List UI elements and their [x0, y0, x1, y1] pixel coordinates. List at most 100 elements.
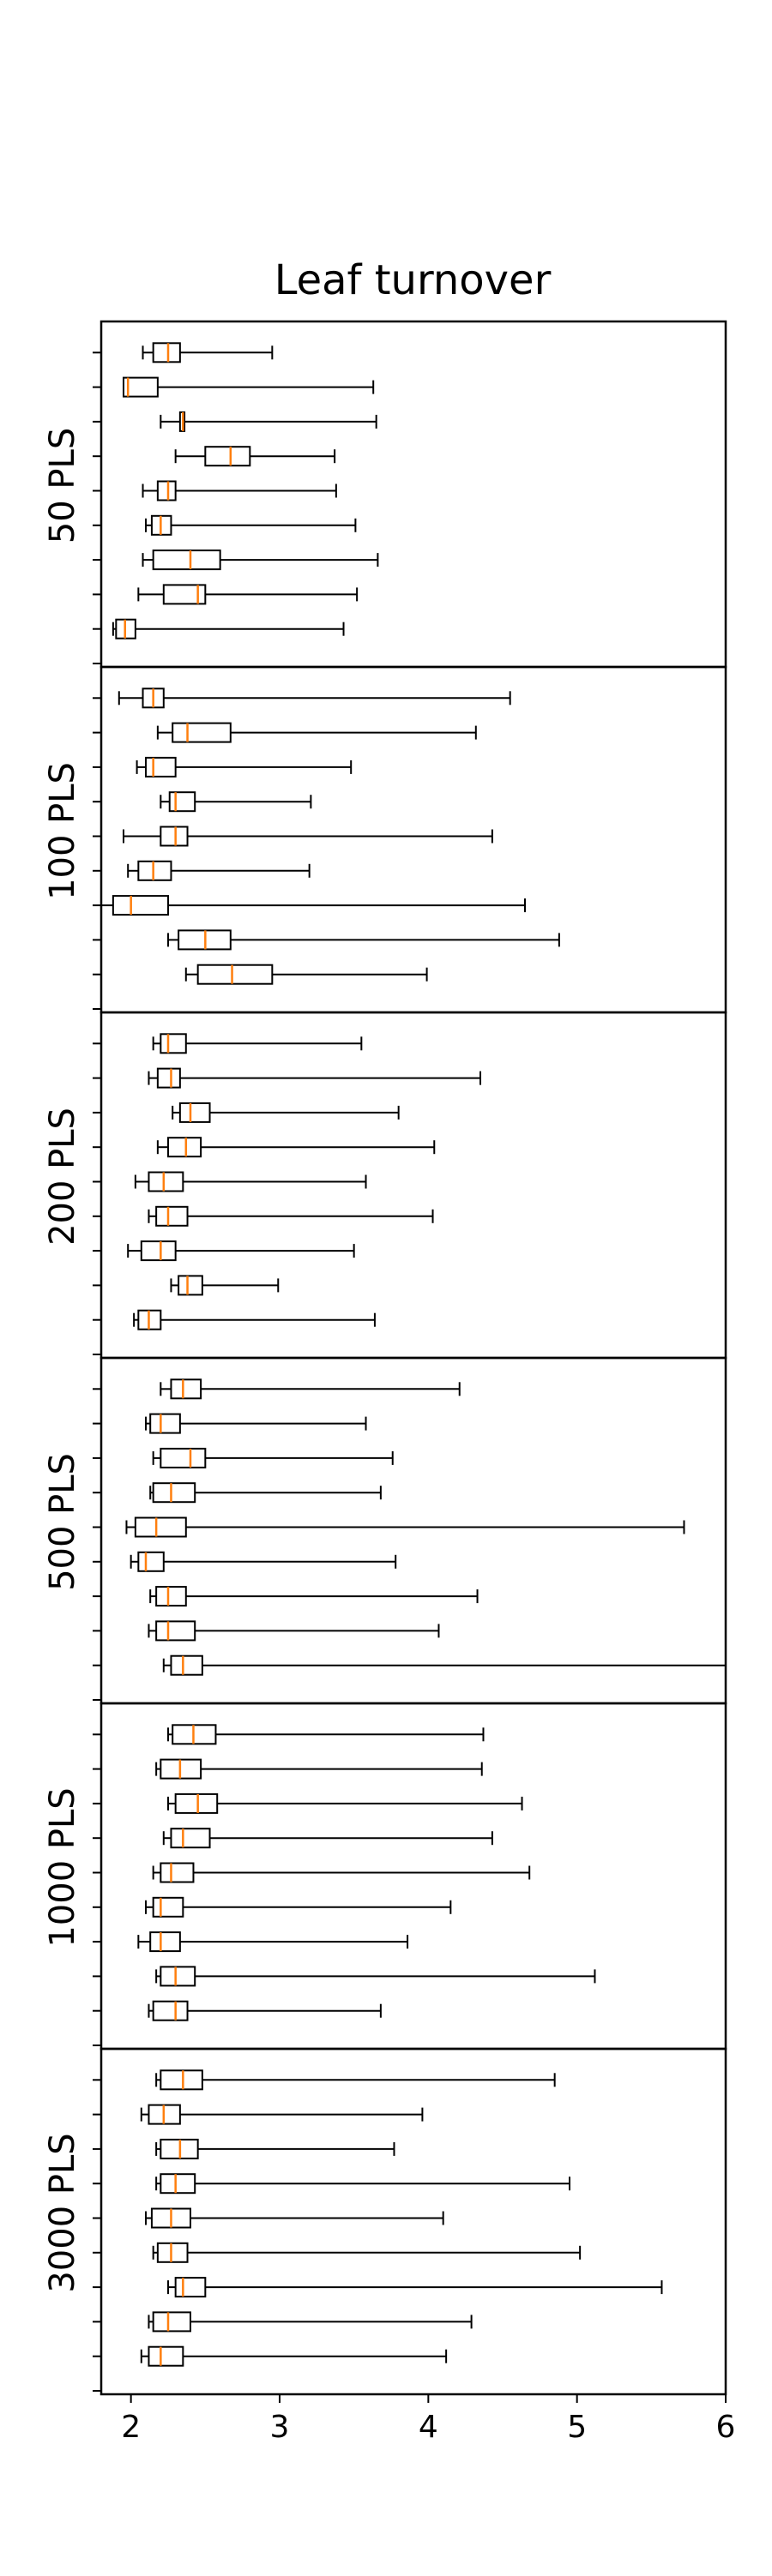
panel-3000-pls: 3000 PLS: [43, 2047, 727, 2396]
iqr-box: [167, 1137, 202, 1158]
box-plot-item: [148, 1067, 481, 1089]
box-plot-item: [160, 791, 312, 813]
iqr-box: [156, 480, 177, 501]
iqr-box: [160, 1447, 207, 1468]
box-plot-item: [148, 2000, 382, 2021]
panel-label: 3000 PLS: [43, 2133, 82, 2292]
box-plot-item: [170, 1275, 280, 1296]
iqr-box: [178, 1102, 211, 1123]
box-plot-item: [162, 1654, 727, 1676]
iqr-box: [156, 2242, 189, 2263]
box-plot-item: [155, 2069, 556, 2091]
box-plot-item: [155, 2138, 395, 2159]
iqr-box: [140, 1240, 177, 1262]
box-plot-item: [155, 2173, 570, 2195]
iqr-box: [152, 549, 221, 571]
x-tick-label: 3: [270, 2410, 290, 2445]
iqr-box: [174, 2277, 207, 2298]
panel-frame: [100, 1011, 727, 1360]
chart-title: Leaf turnover: [274, 256, 552, 304]
box-plot-item: [152, 1862, 531, 1883]
iqr-box: [174, 1792, 219, 1814]
box-plot-item: [167, 1724, 485, 1745]
iqr-box: [160, 826, 189, 847]
box-plot-item: [112, 618, 345, 639]
iqr-box: [160, 1862, 195, 1883]
panel-label: 1000 PLS: [43, 1787, 82, 1947]
panel-frame: [100, 1356, 727, 1705]
iqr-box: [196, 964, 274, 985]
panel-label: 500 PLS: [43, 1453, 82, 1591]
iqr-box: [152, 342, 181, 363]
panel-frame: [100, 665, 727, 1014]
x-tick-label: 2: [121, 2410, 141, 2445]
iqr-box: [170, 1378, 202, 1400]
box-plot-item: [156, 1137, 436, 1158]
box-plot-item: [160, 1378, 461, 1400]
panel-1000-pls: 1000 PLS: [43, 1702, 727, 2051]
iqr-box: [160, 1966, 196, 1987]
panel-500-pls: 500 PLS: [43, 1356, 727, 1705]
box-plot-item: [160, 411, 377, 432]
panel-100-pls: 100 PLS: [43, 665, 727, 1014]
iqr-box: [162, 584, 207, 605]
iqr-box: [148, 1171, 184, 1192]
iqr-box: [148, 2345, 184, 2367]
iqr-box: [170, 1828, 211, 1849]
box-plot-item: [152, 1033, 363, 1054]
iqr-box: [155, 1205, 189, 1227]
box-plot-item: [145, 1413, 367, 1434]
chart-panels: 50 PLS 100 PLS 200 PLS 500 PLS 1000 PLS 3000 …: [43, 320, 727, 2396]
box-plot-item: [100, 895, 526, 916]
box-plot-item: [149, 1586, 479, 1607]
box-plot-item: [145, 2207, 444, 2229]
iqr-box: [160, 1033, 187, 1054]
box-plot-item: [137, 1931, 409, 1953]
box-plot-item: [148, 1205, 434, 1227]
iqr-box: [137, 1551, 165, 1572]
box-plot-item: [130, 1551, 397, 1572]
panel-50-pls: 50 PLS: [43, 320, 727, 669]
iqr-box: [149, 1931, 181, 1953]
box-plot-item: [133, 1309, 376, 1330]
box-plot-item: [184, 964, 428, 985]
box-plot-item: [149, 1482, 382, 1504]
x-tick-label: 4: [419, 2410, 438, 2445]
box-plot-item: [145, 514, 357, 536]
box-plot-item: [148, 2311, 473, 2333]
iqr-box: [134, 1516, 187, 1538]
box-plot-item: [127, 860, 311, 881]
iqr-box: [160, 2173, 196, 2195]
iqr-box: [152, 2000, 189, 2021]
box-plot-item: [174, 446, 336, 467]
iqr-box: [152, 2311, 192, 2333]
box-plot-item: [140, 2345, 448, 2367]
iqr-box: [160, 2069, 203, 2091]
iqr-box: [170, 1654, 203, 1676]
box-plot-item: [167, 1792, 523, 1814]
box-plot-item: [145, 1896, 452, 1918]
x-tick-label: 6: [716, 2410, 736, 2445]
iqr-box: [204, 446, 251, 467]
box-plot-item: [152, 1447, 394, 1468]
box-plot-item: [156, 722, 477, 743]
iqr-box: [155, 1586, 187, 1607]
iqr-box: [149, 1413, 181, 1434]
box-plot-item: [140, 2104, 424, 2125]
iqr-box: [152, 1482, 196, 1504]
panel-label: 50 PLS: [43, 428, 82, 543]
iqr-box: [172, 722, 232, 743]
box-plot-item: [136, 756, 353, 778]
box-plot-item: [167, 2277, 663, 2298]
box-plot-item: [162, 1828, 493, 1849]
iqr-box: [168, 791, 196, 813]
x-tick-label: 5: [567, 2410, 587, 2445]
iqr-box: [123, 376, 159, 398]
x-axis: 2 3 4 5 6: [121, 2394, 735, 2445]
box-plot-item: [142, 342, 274, 363]
box-plot-item: [167, 929, 560, 951]
box-plot-item: [155, 1966, 596, 1987]
box-plot-item: [134, 1171, 367, 1192]
